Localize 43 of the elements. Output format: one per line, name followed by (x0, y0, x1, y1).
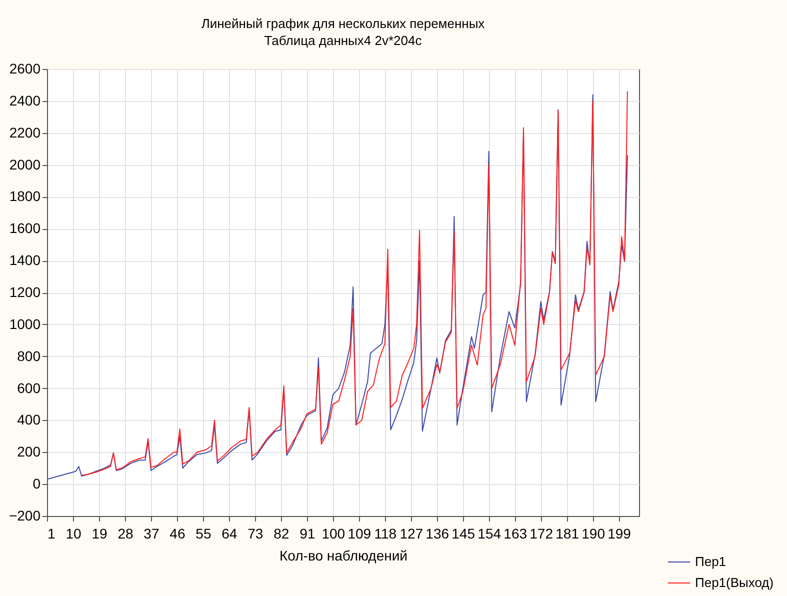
y-tick-label: −200 (8, 508, 41, 524)
x-tick-label: 10 (66, 526, 82, 542)
x-tick-label: 190 (582, 526, 606, 542)
x-tick-label: 64 (222, 526, 238, 542)
x-tick-label: 1 (48, 526, 56, 542)
x-tick-label: 28 (118, 526, 134, 542)
y-tick-label: 1800 (9, 188, 41, 204)
y-tick-label: 600 (17, 380, 41, 396)
x-tick-label: 19 (92, 526, 108, 542)
chart-title: Линейный график для нескольких переменных (201, 16, 486, 31)
y-tick-label: 800 (17, 348, 41, 364)
y-tick-label: 2000 (9, 156, 41, 172)
x-tick-label: 109 (348, 526, 372, 542)
y-tick-label: 1000 (9, 316, 41, 332)
x-tick-label: 46 (170, 526, 186, 542)
y-tick-label: 1400 (9, 252, 41, 268)
x-tick-label: 100 (322, 526, 346, 542)
x-tick-label: 172 (530, 526, 554, 542)
x-tick-label: 55 (196, 526, 212, 542)
y-tick-label: 2600 (9, 60, 41, 76)
y-tick-label: 0 (32, 476, 41, 492)
x-tick-label: 82 (274, 526, 290, 542)
y-tick-label: 200 (17, 444, 41, 460)
x-tick-label: 136 (426, 526, 450, 542)
x-tick-label: 181 (556, 526, 580, 542)
x-tick-label: 127 (400, 526, 424, 542)
x-tick-label: 199 (608, 526, 632, 542)
y-tick-label: 2400 (9, 92, 41, 108)
chart-subtitle: Таблица данных4 2v*204c (264, 33, 422, 48)
x-tick-label: 73 (248, 526, 264, 542)
x-tick-label: 163 (504, 526, 528, 542)
x-tick-label: 37 (144, 526, 160, 542)
x-tick-label: 118 (374, 526, 397, 542)
legend-label: Пер1(Выход) (695, 575, 774, 590)
x-tick-label: 154 (478, 526, 502, 542)
y-tick-label: 1200 (9, 284, 41, 300)
x-axis-title: Кол-во наблюдений (279, 548, 408, 564)
y-tick-label: 2200 (9, 124, 41, 140)
y-tick-label: 400 (17, 412, 41, 428)
x-tick-label: 145 (452, 526, 476, 542)
legend-label: Пер1 (695, 554, 726, 569)
x-tick-label: 91 (300, 526, 316, 542)
y-tick-label: 1600 (9, 220, 41, 236)
